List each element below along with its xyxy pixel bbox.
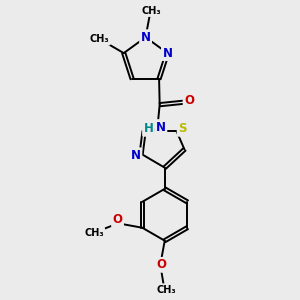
Text: H: H <box>143 122 153 135</box>
Text: O: O <box>156 258 166 271</box>
Text: N: N <box>141 31 151 44</box>
Text: N: N <box>131 149 141 162</box>
Text: CH₃: CH₃ <box>90 34 110 44</box>
Text: O: O <box>184 94 194 107</box>
Text: CH₃: CH₃ <box>157 285 177 295</box>
Text: S: S <box>178 122 187 135</box>
Text: O: O <box>112 213 122 226</box>
Text: N: N <box>162 46 172 60</box>
Text: N: N <box>156 121 166 134</box>
Text: CH₃: CH₃ <box>142 6 161 16</box>
Text: CH₃: CH₃ <box>84 228 104 238</box>
